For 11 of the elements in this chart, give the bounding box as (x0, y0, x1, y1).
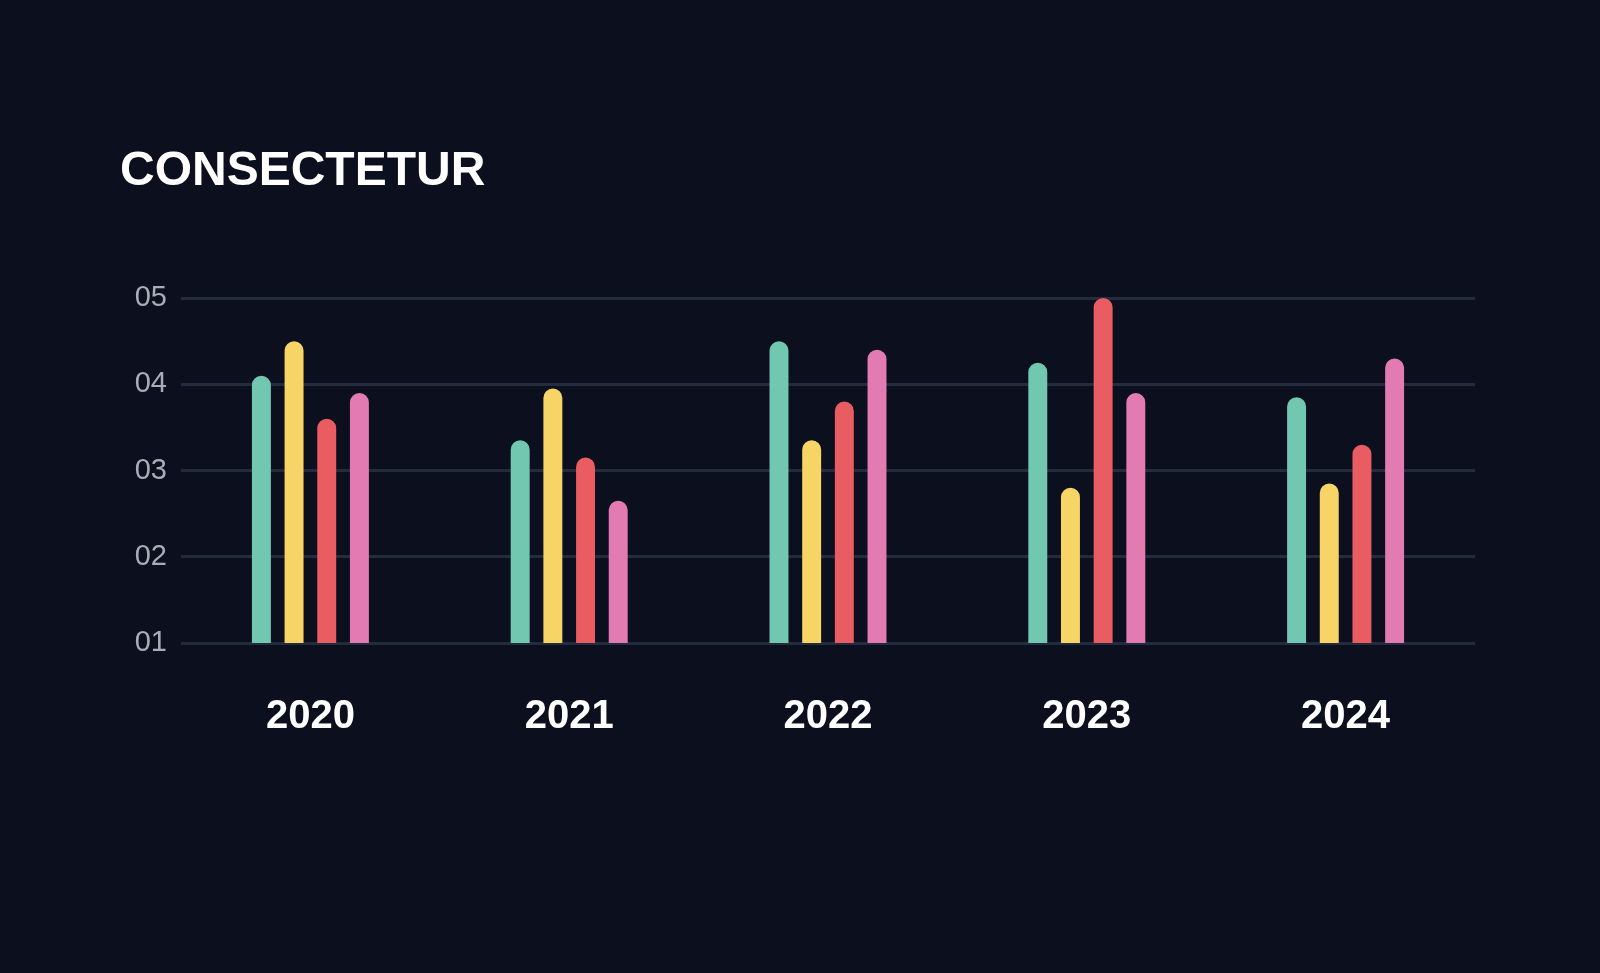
y-tick-label: 05 (134, 280, 167, 312)
chart-title: CONSECTETUR (120, 142, 486, 196)
x-tick-label: 2024 (1301, 692, 1391, 737)
x-tick-label: 2022 (783, 692, 873, 737)
y-tick-label: 03 (134, 452, 167, 485)
x-tick-label: 2021 (524, 692, 614, 737)
y-tick-label: 04 (134, 366, 167, 399)
y-tick-label: 01 (134, 625, 167, 657)
x-tick-label: 2023 (1042, 692, 1132, 737)
y-tick-label: 02 (134, 538, 167, 571)
x-tick-label: 2020 (265, 692, 355, 737)
